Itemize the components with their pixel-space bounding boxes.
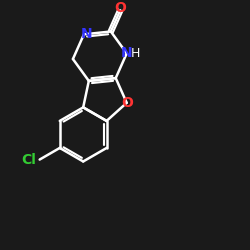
Text: O: O <box>121 96 133 110</box>
Text: N: N <box>80 27 92 41</box>
Text: Cl: Cl <box>21 152 36 166</box>
Text: H: H <box>131 47 140 60</box>
Text: O: O <box>114 1 126 15</box>
Text: N: N <box>121 46 132 60</box>
